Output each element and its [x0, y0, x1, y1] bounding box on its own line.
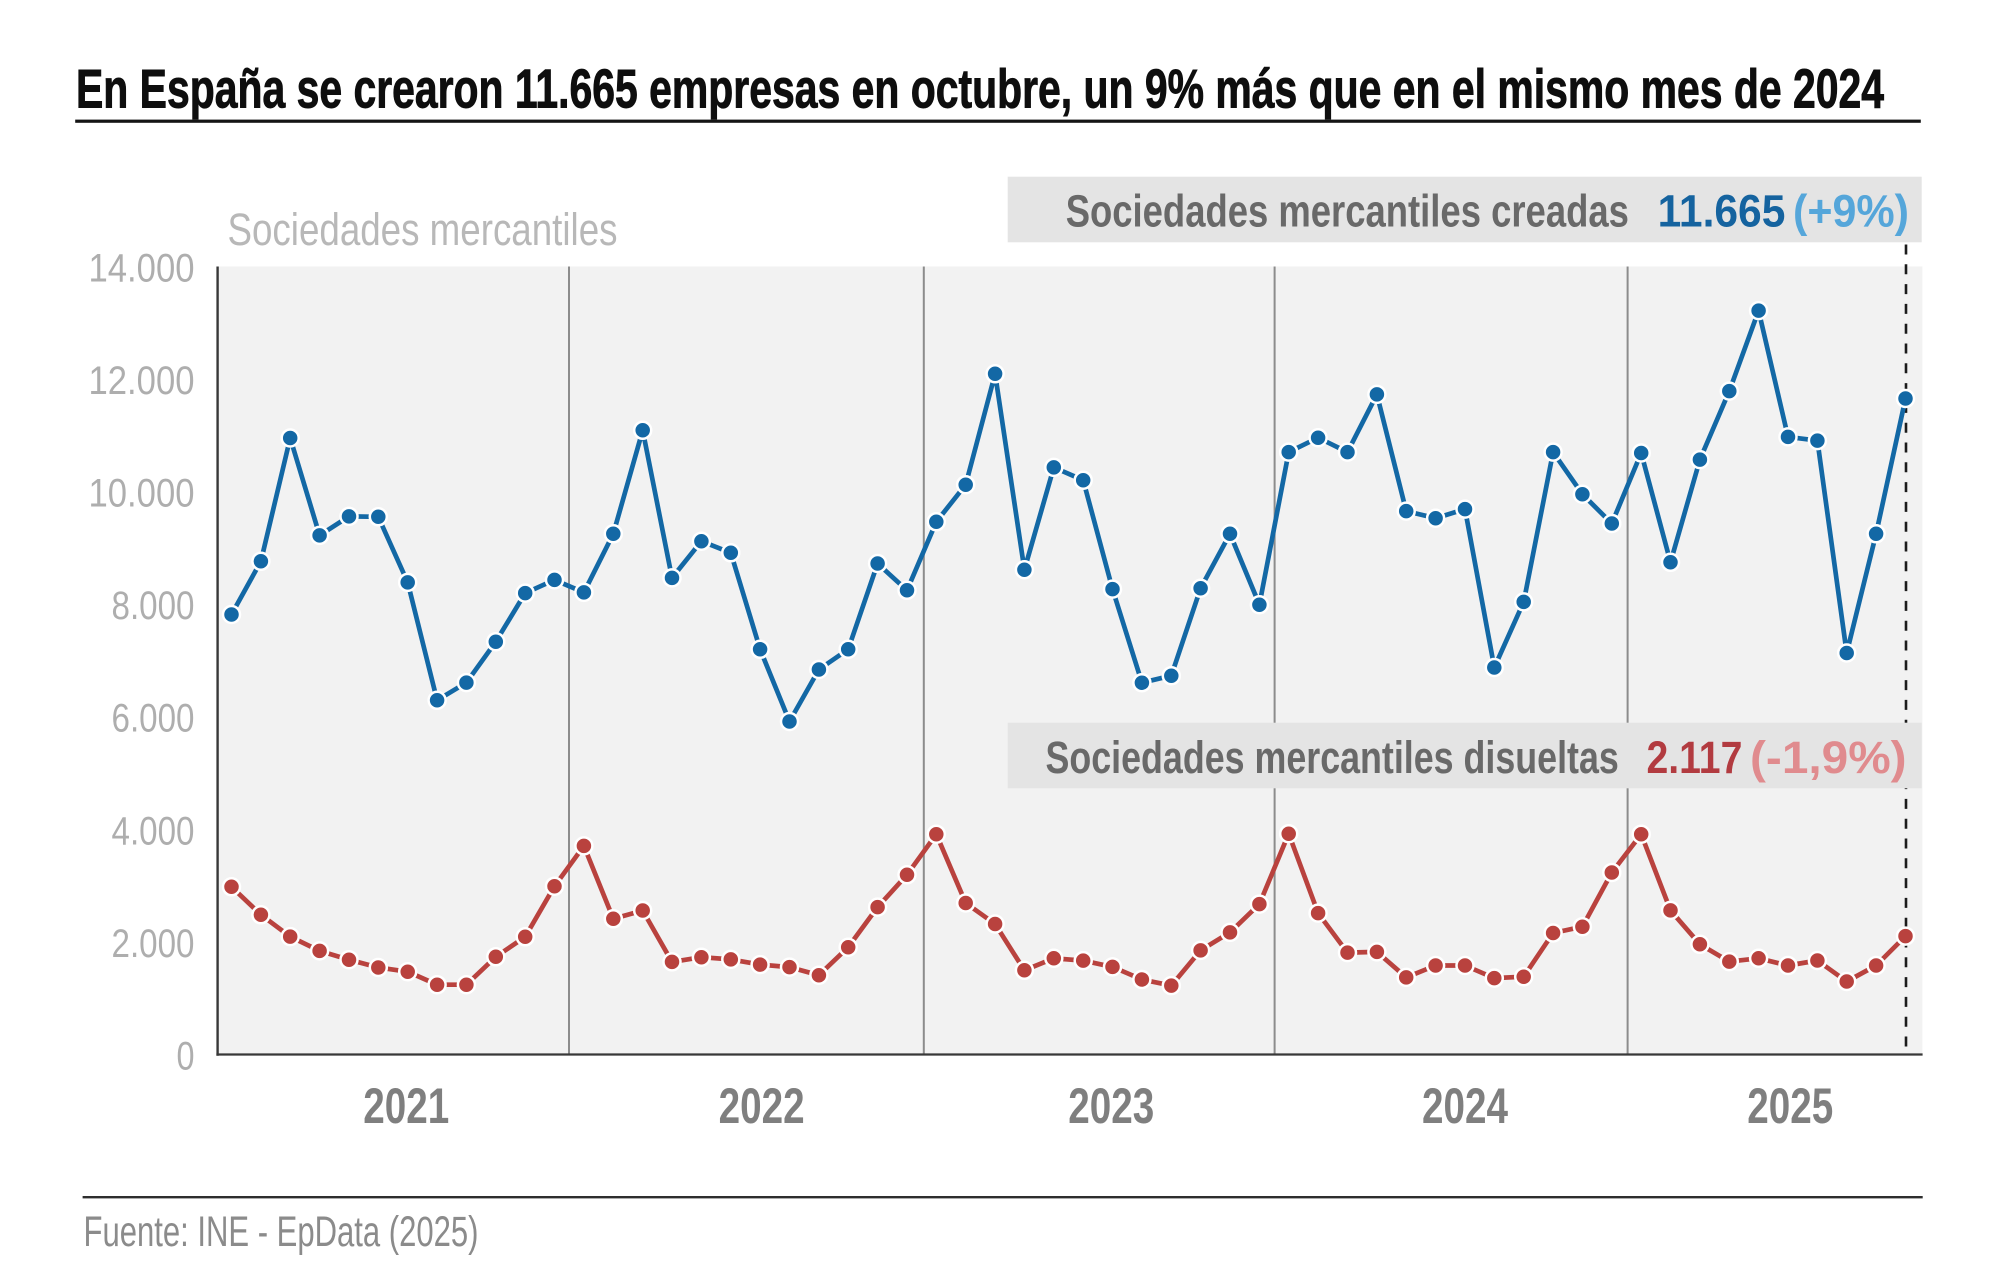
svg-text:10.000: 10.000 [89, 472, 195, 516]
svg-text:2021: 2021 [363, 1078, 449, 1134]
svg-text:Sociedades mercantiles: Sociedades mercantiles [228, 204, 618, 255]
svg-text:14.000: 14.000 [89, 246, 195, 290]
svg-text:12.000: 12.000 [89, 359, 195, 403]
svg-text:(+9%): (+9%) [1793, 185, 1909, 236]
svg-text:2025: 2025 [1747, 1078, 1833, 1134]
svg-text:(-1,9%): (-1,9%) [1750, 732, 1907, 783]
svg-text:2022: 2022 [719, 1078, 805, 1134]
svg-text:8.000: 8.000 [112, 584, 195, 628]
svg-text:2024: 2024 [1422, 1078, 1508, 1134]
svg-text:2.000: 2.000 [112, 922, 195, 966]
svg-text:Sociedades mercantiles disuelt: Sociedades mercantiles disueltas [1046, 732, 1619, 783]
svg-text:Fuente: INE - EpData (2025): Fuente: INE - EpData (2025) [84, 1208, 479, 1255]
svg-text:0: 0 [177, 1035, 195, 1079]
svg-text:2.117: 2.117 [1647, 732, 1743, 783]
svg-text:6.000: 6.000 [112, 697, 195, 741]
svg-text:4.000: 4.000 [112, 809, 195, 853]
svg-text:Sociedades mercantiles creadas: Sociedades mercantiles creadas [1066, 185, 1629, 236]
svg-text:En España se crearon 11.665 em: En España se crearon 11.665 empresas en … [76, 59, 1885, 120]
svg-text:2023: 2023 [1068, 1078, 1154, 1134]
svg-text:11.665: 11.665 [1658, 185, 1786, 236]
